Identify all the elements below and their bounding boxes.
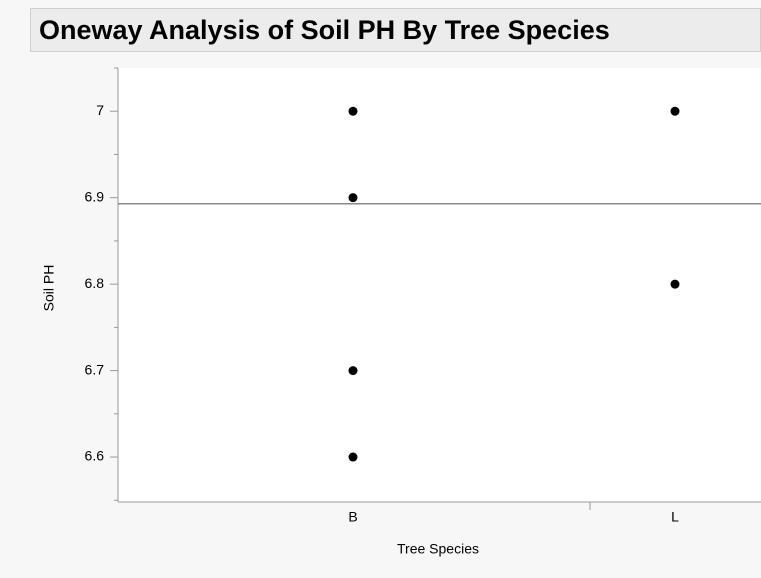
- point: [670, 279, 680, 289]
- x-tick-label: L: [671, 509, 679, 525]
- chart-title: Oneway Analysis of Soil PH By Tree Speci…: [39, 15, 610, 45]
- x-tick-label: B: [348, 509, 357, 525]
- title-bar: Oneway Analysis of Soil PH By Tree Speci…: [30, 8, 761, 52]
- point: [348, 366, 358, 376]
- y-axis-label: Soil PH: [41, 265, 57, 312]
- y-tick-label: 6.6: [85, 448, 105, 464]
- x-axis-label: Tree Species: [397, 541, 479, 557]
- point: [670, 106, 680, 116]
- y-tick-label: 6.7: [85, 361, 105, 377]
- point: [348, 452, 358, 462]
- point: [348, 193, 358, 203]
- y-tick-label: 6.8: [85, 275, 105, 291]
- plot-area: [118, 68, 761, 502]
- point: [348, 106, 358, 116]
- y-tick-label: 7: [96, 102, 104, 118]
- y-tick-label: 6.9: [85, 188, 105, 204]
